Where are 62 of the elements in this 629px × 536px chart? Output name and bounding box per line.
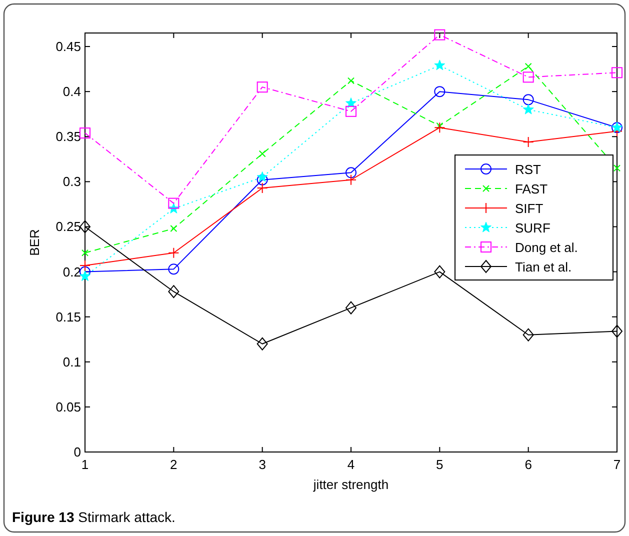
point	[168, 198, 180, 209]
text: Figure 13 Stirmark attack.	[12, 509, 176, 525]
point	[436, 122, 444, 130]
y-axis-title: BER	[27, 229, 42, 256]
point	[80, 220, 90, 234]
y-tick-label: 0.15	[56, 309, 81, 324]
y-tick-label: 0	[74, 444, 81, 460]
y-tick-label: 0.1	[62, 354, 81, 370]
point	[80, 128, 90, 139]
point	[256, 171, 268, 182]
point	[168, 264, 180, 275]
legend-label: FAST	[515, 182, 548, 196]
point	[168, 285, 180, 298]
legend-label: RST	[515, 162, 542, 177]
x-tick-label: 6	[524, 457, 532, 472]
point	[612, 67, 622, 78]
x-tick-label: 5	[436, 457, 444, 472]
x-tick-label: 7	[613, 457, 621, 472]
x-tick-label: 1	[81, 457, 89, 472]
point	[258, 150, 266, 158]
point	[80, 270, 90, 281]
point	[256, 182, 268, 194]
legend-label: SURF	[515, 220, 550, 236]
x-tick-label: 3	[258, 457, 266, 472]
point	[80, 260, 90, 271]
x-tick-label: 2	[170, 457, 178, 472]
x-axis-title: jitter strength	[312, 477, 389, 492]
legend-label: Dong et al.	[515, 240, 578, 255]
point	[434, 29, 446, 40]
point	[434, 122, 446, 134]
point	[614, 164, 620, 172]
point	[522, 136, 534, 148]
point	[168, 247, 180, 258]
legend-label: SIFT	[515, 201, 544, 216]
point	[346, 174, 356, 186]
point	[434, 86, 446, 98]
point	[256, 82, 268, 93]
y-tick-label: 0.45	[56, 39, 81, 54]
y-tick-label: 0.4	[62, 84, 81, 100]
point	[522, 104, 534, 114]
point	[522, 72, 534, 83]
legend-label: Tian et al.	[515, 260, 572, 274]
point	[522, 94, 534, 106]
point	[524, 62, 532, 70]
point	[256, 174, 268, 186]
y-tick-label: 0.05	[56, 399, 81, 414]
point	[346, 98, 356, 108]
point	[256, 337, 268, 350]
y-tick-label: 0.3	[62, 174, 81, 190]
point	[522, 328, 534, 342]
point	[346, 106, 356, 117]
y-tick-label: 0.35	[56, 129, 81, 144]
y-tick-label: 0.25	[56, 219, 81, 234]
point	[346, 301, 356, 314]
point	[82, 249, 88, 256]
point	[612, 324, 622, 338]
point	[170, 225, 178, 232]
point	[434, 265, 446, 278]
x-tick-label: 4	[347, 457, 355, 472]
point	[348, 77, 354, 84]
point	[346, 167, 356, 178]
point	[434, 60, 446, 70]
